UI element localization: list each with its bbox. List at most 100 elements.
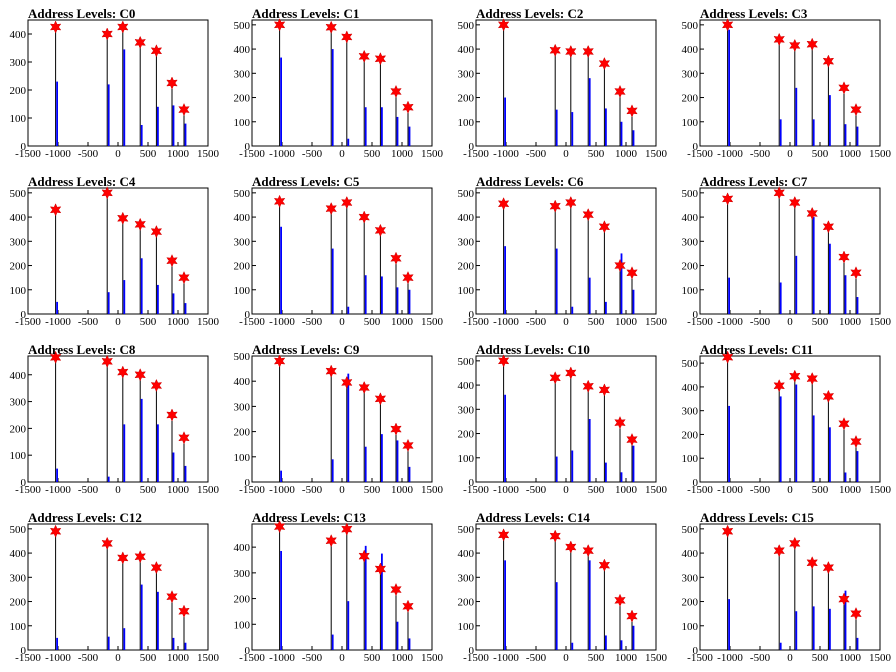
x-tick-label: 0	[115, 652, 121, 664]
x-tick-label: 0	[563, 316, 569, 328]
histogram-bar	[555, 109, 558, 146]
y-tick-label: 100	[682, 453, 699, 465]
chart-title: Address Levels: C14	[476, 510, 590, 525]
histogram-bar	[408, 466, 411, 482]
peak-star-marker	[565, 366, 577, 380]
histogram-bar	[381, 107, 383, 146]
x-tick-label: -1500	[463, 652, 489, 664]
x-tick-label: 0	[787, 148, 793, 160]
histogram-bar	[571, 306, 574, 314]
histogram-bar	[381, 553, 383, 650]
peak-star-marker	[325, 534, 337, 548]
chart-panel: -1500 -1000 -500 0 500 1000 1500 0 100 200 300 400 5…	[448, 504, 672, 672]
peak-star-marker	[549, 43, 561, 57]
x-tick-label: -1000	[45, 148, 71, 160]
peak-star-marker	[822, 54, 835, 68]
y-tick-label: 400	[682, 44, 699, 56]
peak-star-marker	[614, 416, 626, 430]
histogram-bar	[829, 608, 831, 650]
y-tick-label: 500	[234, 351, 251, 363]
peak-star-marker	[789, 195, 801, 210]
histogram-bar	[157, 284, 159, 314]
y-tick-label: 100	[458, 621, 475, 633]
peak-star-marker	[402, 100, 414, 114]
y-tick-label: 100	[10, 450, 27, 462]
peak-star-marker	[134, 217, 146, 231]
histogram-bar	[632, 625, 635, 650]
x-tick-label: 1000	[839, 148, 862, 160]
x-tick-label: 1000	[167, 148, 190, 160]
y-tick-label: 100	[458, 453, 475, 465]
peak-star-marker	[101, 27, 113, 41]
x-tick-label: 1000	[391, 148, 414, 160]
histogram-bar	[812, 606, 815, 650]
peak-star-marker	[273, 194, 286, 208]
peak-star-marker	[150, 561, 163, 575]
y-tick-label: 200	[682, 429, 699, 441]
x-tick-label: 1000	[839, 652, 862, 664]
y-tick-label: 200	[458, 597, 475, 609]
y-tick-label: 100	[458, 285, 475, 297]
y-tick-label: 0	[469, 309, 475, 321]
y-tick-label: 100	[10, 621, 27, 633]
x-tick-label: -1500	[463, 484, 489, 496]
peak-star-marker	[374, 223, 387, 238]
histogram-bar	[107, 292, 110, 314]
y-tick-label: 400	[234, 44, 251, 56]
histogram-bar	[844, 124, 847, 146]
y-tick-label: 0	[469, 141, 475, 153]
y-tick-label: 400	[458, 548, 475, 560]
peak-star-marker	[49, 350, 62, 364]
peak-star-marker	[838, 417, 850, 431]
y-tick-label: 200	[682, 261, 699, 273]
peak-star-marker	[341, 30, 353, 44]
peak-star-marker	[325, 201, 337, 216]
chart-title: Address Levels: C15	[700, 510, 814, 525]
histogram-bar	[571, 642, 574, 650]
histogram-bar	[184, 123, 187, 146]
peak-star-marker	[789, 536, 801, 550]
x-tick-label: 1000	[391, 652, 414, 664]
histogram-bar	[605, 301, 607, 314]
histogram-bar	[555, 248, 558, 314]
peak-star-marker	[150, 225, 163, 239]
histogram-bar	[396, 440, 399, 482]
peak-star-marker	[117, 365, 129, 379]
peak-star-marker	[822, 220, 835, 234]
y-tick-label: 400	[10, 29, 27, 41]
histogram-bar	[140, 258, 143, 314]
peak-star-marker	[614, 593, 626, 607]
chart-title: Address Levels: C9	[252, 342, 360, 357]
x-tick-label: -1000	[717, 316, 743, 328]
peak-star-marker	[582, 544, 594, 558]
x-tick-label: 500	[588, 484, 605, 496]
histogram-bar	[844, 472, 847, 482]
y-tick-label: 100	[234, 619, 251, 631]
peak-star-marker	[806, 371, 818, 386]
peak-star-marker	[49, 20, 62, 34]
peak-star-marker	[582, 208, 594, 222]
peak-star-marker	[325, 20, 337, 34]
x-tick-label: 1500	[197, 484, 220, 496]
histogram-plot: -1500 -1000 -500 0 500 1000 1500 0 100 200 300 400 5…	[458, 523, 668, 664]
y-tick-label: 0	[693, 309, 699, 321]
x-tick-label: 1500	[421, 148, 444, 160]
peak-star-marker	[549, 529, 561, 543]
histogram-bar	[172, 293, 175, 314]
peak-star-marker	[402, 599, 414, 613]
x-tick-label: -1500	[239, 316, 265, 328]
histogram-bar	[184, 303, 187, 314]
chart-panel: -1500 -1000 -500 0 500 1000 1500 0 100 200 300 400 5…	[0, 504, 224, 672]
x-tick-label: -1000	[493, 148, 519, 160]
peak-star-marker	[374, 52, 387, 66]
histogram-bar	[605, 462, 607, 482]
x-tick-label: 1500	[645, 652, 668, 664]
x-tick-label: -1000	[45, 652, 71, 664]
histogram-bar	[157, 106, 159, 146]
histogram-bar	[123, 424, 126, 482]
x-tick-label: 1500	[421, 316, 444, 328]
x-tick-label: 0	[563, 652, 569, 664]
peak-star-marker	[178, 604, 190, 618]
x-tick-label: 1500	[197, 652, 220, 664]
histogram-bar	[795, 255, 798, 314]
